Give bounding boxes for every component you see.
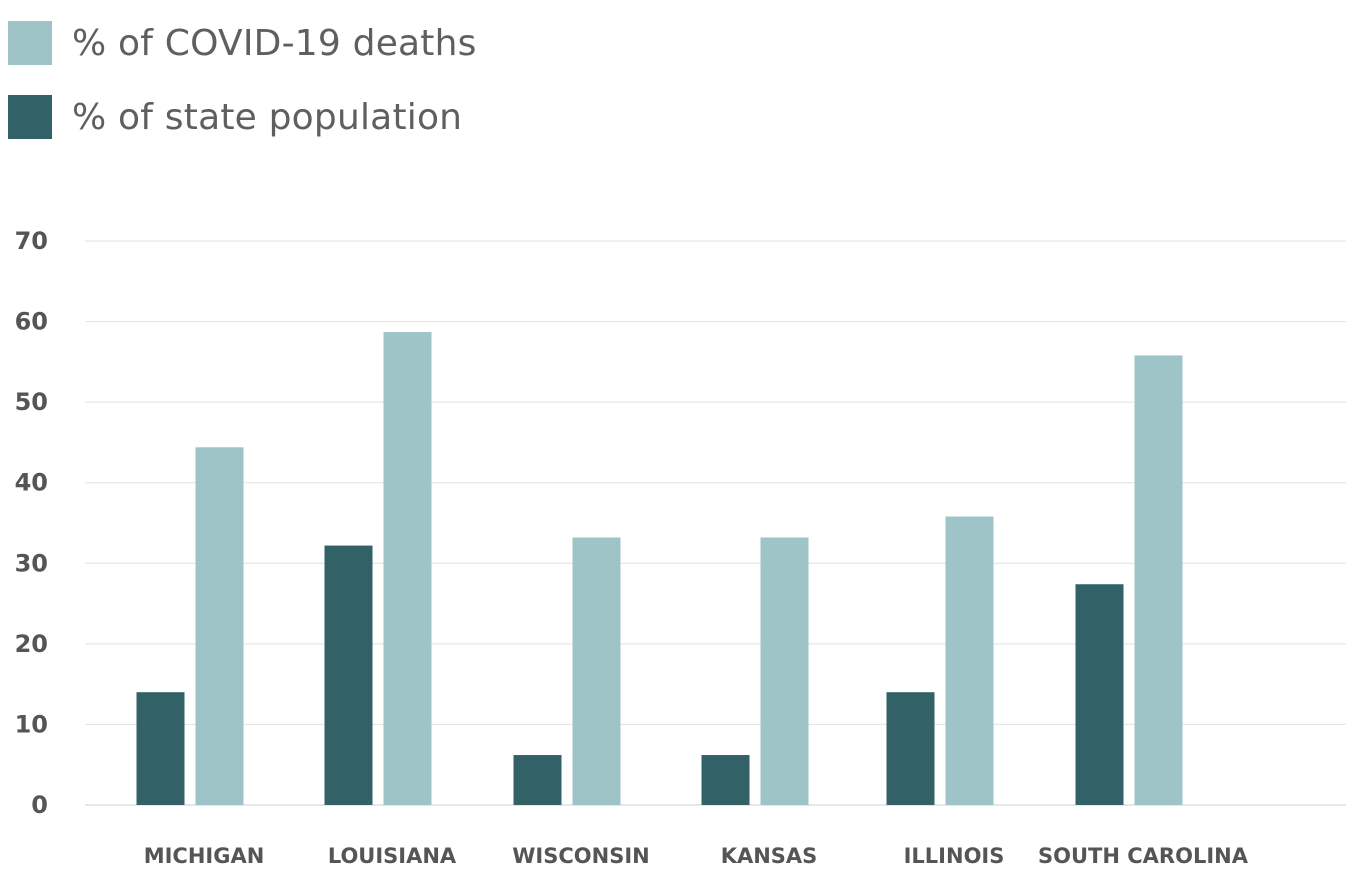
- y-tick-label-50: 50: [15, 388, 48, 416]
- y-tick-label-30: 30: [15, 549, 48, 577]
- bar-population-south-carolina: [1075, 584, 1124, 805]
- bar-deaths-louisiana: [383, 332, 432, 805]
- legend-label-deaths: % of COVID-19 deaths: [72, 22, 477, 64]
- legend-item-population: % of state population: [8, 80, 477, 154]
- legend: % of COVID-19 deaths % of state populati…: [8, 6, 477, 154]
- x-tick-label-kansas: KANSAS: [721, 844, 818, 868]
- bar-population-wisconsin: [513, 755, 562, 805]
- x-tick-label-wisconsin: WISCONSIN: [512, 844, 649, 868]
- bar-deaths-wisconsin: [572, 537, 621, 805]
- y-tick-label-0: 0: [31, 791, 48, 819]
- bar-deaths-michigan: [195, 447, 244, 805]
- x-tick-label-michigan: MICHIGAN: [144, 844, 265, 868]
- bar-deaths-illinois: [945, 516, 994, 805]
- bar-population-kansas: [701, 755, 750, 805]
- x-tick-label-louisiana: LOUISIANA: [328, 844, 457, 868]
- legend-swatch-population: [8, 95, 52, 139]
- y-tick-label-10: 10: [15, 710, 48, 738]
- legend-label-population: % of state population: [72, 96, 463, 138]
- x-tick-label-south-carolina: SOUTH CAROLINA: [1038, 844, 1249, 868]
- legend-item-deaths: % of COVID-19 deaths: [8, 6, 477, 80]
- y-tick-label-20: 20: [15, 630, 48, 658]
- bar-deaths-kansas: [760, 537, 809, 805]
- y-tick-label-40: 40: [15, 469, 48, 497]
- bar-deaths-south-carolina: [1134, 355, 1183, 805]
- x-tick-label-illinois: ILLINOIS: [904, 844, 1005, 868]
- y-tick-label-60: 60: [15, 308, 48, 336]
- legend-swatch-deaths: [8, 21, 52, 65]
- y-tick-label-70: 70: [15, 227, 48, 255]
- bar-population-louisiana: [324, 545, 373, 805]
- bar-population-illinois: [886, 692, 935, 805]
- bar-population-michigan: [136, 692, 185, 805]
